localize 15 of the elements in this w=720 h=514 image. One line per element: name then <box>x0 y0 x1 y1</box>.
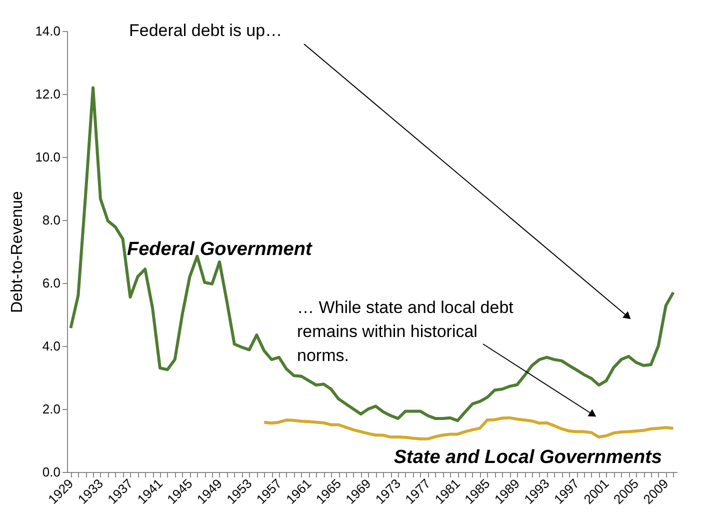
y-axis-title: Debt-to-Revenue <box>9 190 26 313</box>
y-tick-label: 10.0 <box>35 150 60 164</box>
y-tick-label: 2.0 <box>42 402 60 416</box>
annotation: … While state and local debt remains within historical norms. <box>297 298 514 365</box>
y-tick-label: 14.0 <box>35 24 60 38</box>
y-tick-label: 6.0 <box>42 276 60 290</box>
line-series <box>262 416 675 440</box>
series-label: State and Local Governments <box>394 447 662 468</box>
series-label: Federal Government <box>127 239 312 260</box>
y-tick-label: 8.0 <box>42 212 60 228</box>
annotation: Federal debt is up… <box>129 21 282 40</box>
y-tick-label: 0.0 <box>42 464 60 480</box>
y-tick-label: 12.0 <box>35 86 60 102</box>
line-series <box>69 86 675 422</box>
y-tick-label: 4.0 <box>42 338 60 354</box>
